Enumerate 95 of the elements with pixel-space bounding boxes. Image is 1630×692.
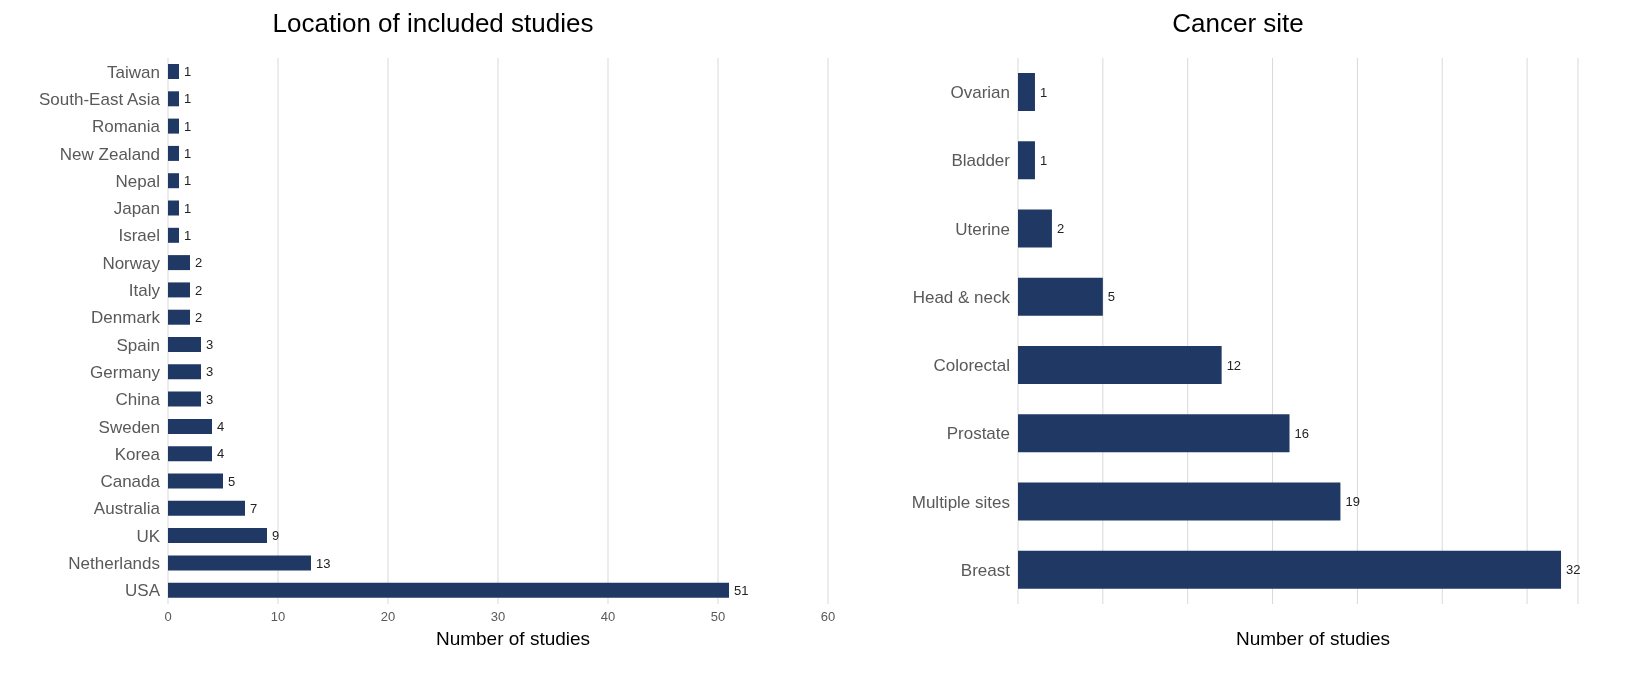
y-tick-label: Australia (93, 499, 161, 519)
y-tick-label: Korea (114, 444, 161, 464)
bar (1018, 346, 1222, 385)
y-tick-label: Norway (102, 253, 161, 273)
bar (168, 64, 179, 80)
data-label: 2 (195, 282, 203, 298)
bar (1018, 277, 1103, 316)
x-tick-label: 20 (380, 609, 396, 625)
y-tick-label: Head & neck (912, 287, 1011, 307)
y-tick-label: Colorectal (933, 356, 1010, 376)
x-axis-title: Number of studies (434, 628, 592, 650)
bar (168, 582, 729, 598)
data-label: 9 (272, 528, 280, 544)
data-label: 32 (1566, 562, 1581, 578)
data-label: 1 (184, 200, 192, 216)
data-label: 16 (1294, 425, 1309, 441)
bar (168, 200, 179, 216)
chart-title: Location of included studies (271, 8, 595, 40)
bar (168, 173, 179, 189)
y-tick-label: Sweden (98, 417, 160, 437)
bar (1018, 482, 1341, 521)
y-tick-label: Taiwan (107, 62, 160, 82)
data-label: 2 (195, 255, 203, 271)
y-tick-label: Canada (100, 472, 161, 492)
bar (1018, 73, 1035, 112)
bar (168, 500, 245, 516)
bar (168, 473, 223, 489)
chart-title: Cancer site (1171, 8, 1305, 40)
data-label: 51 (734, 582, 749, 598)
data-label: 1 (184, 173, 192, 189)
bar (168, 337, 201, 353)
data-label: 4 (217, 419, 225, 435)
data-label: 1 (184, 118, 192, 134)
bar (168, 282, 190, 298)
data-label: 12 (1226, 357, 1242, 373)
x-tick-label: 50 (710, 609, 726, 625)
data-label: 7 (250, 500, 258, 516)
data-label: 1 (184, 91, 192, 107)
y-tick-label: Germany (90, 362, 161, 382)
data-label: 13 (316, 555, 331, 571)
data-label: 4 (217, 446, 225, 462)
y-tick-label: Italy (128, 281, 161, 301)
x-tick-label: 30 (490, 609, 506, 625)
bar (168, 555, 311, 571)
y-tick-label: Breast (960, 560, 1011, 580)
y-tick-label: Multiple sites (911, 492, 1010, 512)
data-label: 3 (206, 364, 214, 380)
data-label: 1 (184, 64, 192, 80)
data-label: 2 (1056, 221, 1065, 237)
bar (168, 227, 179, 243)
bar (168, 91, 179, 107)
bar (168, 309, 190, 325)
y-tick-label: Japan (113, 199, 160, 219)
y-tick-label: Prostate (946, 424, 1010, 444)
bar (168, 528, 267, 544)
y-tick-label: Romania (91, 117, 161, 137)
y-tick-label: USA (125, 581, 161, 601)
data-label: 1 (184, 146, 192, 162)
bar (168, 118, 179, 134)
x-tick-label: 0 (164, 609, 172, 625)
y-tick-label: Netherlands (68, 554, 160, 574)
bar (1018, 414, 1290, 453)
bar (168, 391, 201, 407)
y-tick-label: Denmark (91, 308, 161, 328)
data-label: 3 (206, 337, 214, 353)
y-tick-label: China (115, 390, 161, 410)
y-tick-label: UK (136, 526, 161, 546)
y-tick-label: Israel (118, 226, 160, 246)
bar (1018, 550, 1562, 589)
y-tick-label: New Zealand (59, 144, 160, 164)
bar (1018, 141, 1035, 180)
y-tick-label: Ovarian (950, 83, 1010, 103)
data-label: 5 (1107, 289, 1116, 305)
y-tick-label: Nepal (115, 171, 160, 191)
bar (168, 418, 212, 434)
x-tick-label: 60 (820, 609, 836, 625)
data-label: 1 (1039, 152, 1048, 168)
bar (168, 145, 179, 161)
data-label: 3 (206, 391, 214, 407)
bar (1018, 209, 1052, 248)
x-tick-label: 10 (270, 609, 286, 625)
y-tick-label: South-East Asia (39, 89, 161, 109)
bar (168, 364, 201, 380)
x-axis-title: Number of studies (1234, 628, 1392, 650)
y-tick-label: Spain (116, 335, 160, 355)
data-label: 1 (1039, 84, 1048, 100)
x-tick-label: 40 (600, 609, 616, 625)
y-tick-label: Uterine (955, 219, 1010, 239)
bar (168, 255, 190, 271)
bar (168, 446, 212, 462)
y-tick-label: Bladder (951, 151, 1011, 171)
data-label: 19 (1345, 494, 1360, 510)
data-label: 5 (228, 473, 236, 489)
data-label: 1 (184, 227, 192, 243)
data-label: 2 (195, 309, 203, 325)
